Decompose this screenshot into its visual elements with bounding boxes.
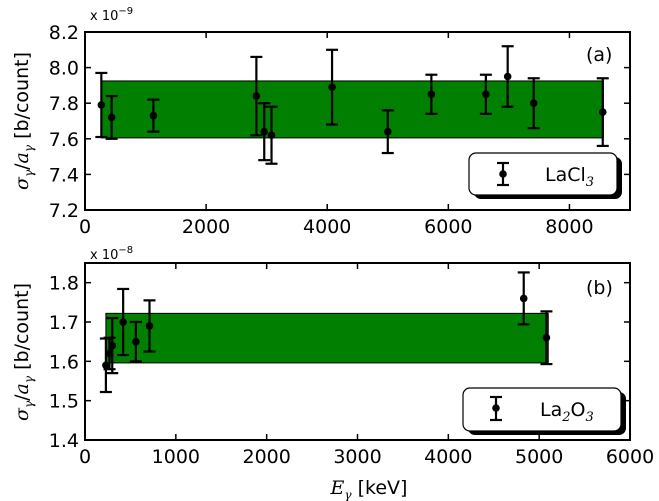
- marker: [519, 294, 528, 303]
- panel-a-frame: [84, 31, 631, 211]
- panel-a-data-point: [258, 102, 271, 162]
- panel-a-y-tick-label: 7.2: [49, 200, 79, 222]
- panel-a-legend-label: LaCl3: [545, 164, 594, 190]
- panel-a-multiplier: x 10−9: [90, 6, 133, 24]
- panel-b-average-band: [105, 312, 549, 364]
- panel-a-data-point: [527, 77, 540, 130]
- panel-b-xlabel: Eγ [keV]: [330, 477, 408, 501]
- marker: [267, 131, 276, 140]
- panel-b-x-tick-label: 3000: [333, 446, 381, 468]
- panel-b-x-tick-label: 5000: [515, 446, 563, 468]
- marker: [149, 111, 158, 120]
- panel-b-multiplier-exp: −8: [118, 245, 133, 256]
- panel-a-data-point: [265, 105, 278, 165]
- panel-a-x-tick-label: 4000: [303, 216, 351, 238]
- panel-a-y-tick-label: 7.4: [49, 164, 79, 186]
- marker: [119, 318, 127, 326]
- panel-a-y-tick-label: 8.0: [49, 58, 79, 80]
- panel-a-data-point: [501, 45, 514, 108]
- marker: [108, 341, 117, 350]
- panel-a-data-point: [250, 55, 263, 137]
- panel-b-x-tick-label: 6000: [606, 446, 654, 468]
- panel-a-y-tick-label: 8.2: [49, 22, 79, 44]
- panel-a-data-point: [479, 73, 492, 115]
- panel-a-multiplier-exp: −9: [118, 6, 133, 17]
- marker: [107, 113, 116, 122]
- marker: [97, 101, 106, 109]
- panel-a-data-point: [95, 71, 108, 139]
- panel-b-data-point: [517, 271, 530, 326]
- panel-a-x-tick-label: 2000: [182, 216, 230, 238]
- panel-a-y-tick-label: 7.8: [49, 93, 79, 115]
- panel-b-legend: La2O3: [462, 387, 626, 435]
- marker: [102, 361, 110, 370]
- panel-b-data-point: [129, 320, 142, 363]
- panel-a-x-tick-label: 6000: [424, 216, 472, 238]
- panel-a-data-point: [425, 73, 438, 115]
- panel-b-x-tick-label: 1000: [152, 446, 200, 468]
- panel-a: x 10−9 0 2000 4000 6000 8000 7.2 7.4 7.6 7.8 8.0 8…: [11, 6, 631, 238]
- panel-a-label: (a): [586, 44, 612, 66]
- panel-a-data-point: [381, 109, 394, 155]
- marker: [542, 333, 551, 342]
- marker: [252, 92, 261, 100]
- panel-a-x-tick-label: 0: [79, 216, 91, 238]
- marker: [598, 108, 607, 116]
- panel-b-y-tick-label: 1.7: [49, 312, 79, 334]
- marker: [482, 90, 490, 99]
- panel-b-label: (b): [586, 277, 613, 299]
- panel-a-data-point: [596, 77, 609, 148]
- marker: [260, 127, 269, 136]
- marker: [132, 337, 140, 346]
- panel-b-data-point: [117, 287, 130, 357]
- marker: [503, 72, 512, 81]
- panel-a-ylabel: σγ/aγ [b/count]: [11, 52, 36, 190]
- panel-b-data-point: [540, 310, 553, 366]
- panel-b-x-tick-label: 4000: [424, 446, 472, 468]
- panel-b-y-tick-label: 1.5: [49, 391, 79, 413]
- panel-b-data-point: [143, 299, 156, 353]
- panel-a-legend-marker: [497, 161, 509, 187]
- panel-a-data-point: [326, 48, 339, 126]
- panel-b-legend-marker: [490, 395, 502, 422]
- panel-b-x-tick-label: 2000: [242, 446, 290, 468]
- panel-b-data-point: [99, 337, 112, 394]
- panel-b-legend-label: La2O3: [540, 399, 594, 425]
- marker: [529, 99, 538, 107]
- panel-a-average-band: [100, 80, 604, 139]
- marker: [145, 322, 154, 330]
- panel-a-legend: LaCl3: [468, 152, 622, 199]
- marker: [427, 90, 436, 99]
- panel-a-data-point: [105, 94, 118, 140]
- panel-b-y-tick-label: 1.6: [49, 351, 79, 373]
- panel-a-y-tick-label: 7.6: [49, 129, 79, 151]
- panel-b-data-point: [106, 316, 119, 375]
- marker: [383, 127, 392, 136]
- panel-b-x-tick-label: 0: [79, 446, 91, 468]
- panel-b-y-tick-label: 1.8: [49, 273, 79, 295]
- panel-b-ylabel: σγ/aγ [b/count]: [11, 283, 36, 421]
- panel-a-data-point: [147, 98, 160, 133]
- marker: [328, 83, 336, 91]
- panel-a-x-tick-label: 8000: [545, 216, 593, 238]
- panel-b-multiplier: x 10−8: [90, 245, 133, 263]
- panel-b: x 10−8 0 1000 2000 3000 4000 5000 6000 1.4 1.5 1.…: [11, 245, 654, 501]
- panel-b-y-tick-label: 1.4: [49, 430, 79, 452]
